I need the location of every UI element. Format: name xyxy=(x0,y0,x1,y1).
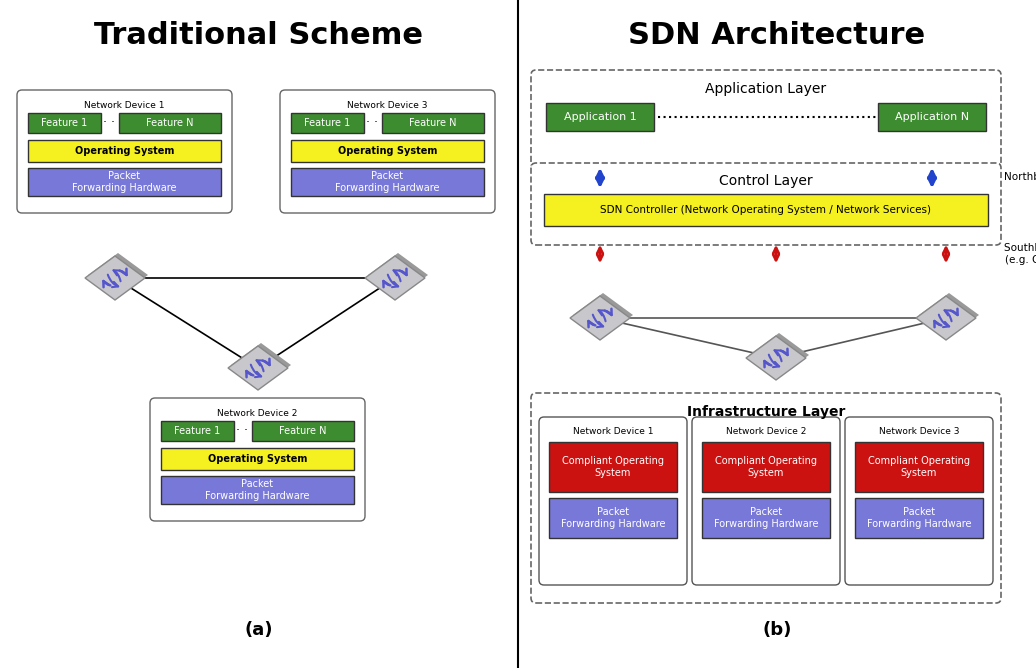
Bar xyxy=(702,498,830,538)
Text: Operating System: Operating System xyxy=(208,454,308,464)
Text: Operating System: Operating System xyxy=(338,146,437,156)
Polygon shape xyxy=(228,346,288,390)
Text: Packet
Forwarding Hardware: Packet Forwarding Hardware xyxy=(336,171,439,193)
Bar xyxy=(549,442,677,492)
Text: Compliant Operating
System: Compliant Operating System xyxy=(562,456,664,478)
Text: Application N: Application N xyxy=(895,112,969,122)
FancyBboxPatch shape xyxy=(845,417,992,585)
Text: Compliant Operating
System: Compliant Operating System xyxy=(715,456,817,478)
Bar xyxy=(28,140,221,162)
Text: Feature 1: Feature 1 xyxy=(305,118,350,128)
Text: Northbound API: Northbound API xyxy=(1004,172,1036,182)
Text: Network Device 1: Network Device 1 xyxy=(573,428,654,436)
Bar xyxy=(702,442,830,492)
FancyBboxPatch shape xyxy=(531,70,1001,168)
Text: Network Device 2: Network Device 2 xyxy=(218,409,297,418)
Text: · ·: · · xyxy=(103,116,115,130)
FancyBboxPatch shape xyxy=(692,417,840,585)
Text: Feature 1: Feature 1 xyxy=(174,426,221,436)
Text: SDN Architecture: SDN Architecture xyxy=(629,21,925,49)
Bar xyxy=(161,421,234,441)
Bar xyxy=(546,103,654,131)
Text: Packet
Forwarding Hardware: Packet Forwarding Hardware xyxy=(205,479,310,501)
Text: Infrastructure Layer: Infrastructure Layer xyxy=(687,405,845,419)
Text: Feature N: Feature N xyxy=(409,118,457,128)
Text: Control Layer: Control Layer xyxy=(719,174,813,188)
Text: Traditional Scheme: Traditional Scheme xyxy=(94,21,424,49)
Bar xyxy=(119,113,221,133)
Bar xyxy=(161,476,354,504)
Polygon shape xyxy=(919,293,979,337)
Polygon shape xyxy=(85,256,145,300)
FancyBboxPatch shape xyxy=(539,417,687,585)
Bar xyxy=(549,498,677,538)
Text: Feature N: Feature N xyxy=(280,426,326,436)
Bar xyxy=(161,448,354,470)
Polygon shape xyxy=(916,296,976,340)
Bar xyxy=(291,140,484,162)
Bar xyxy=(855,442,983,492)
Text: · ·: · · xyxy=(366,116,378,130)
Text: (b): (b) xyxy=(762,621,792,639)
Text: Packet
Forwarding Hardware: Packet Forwarding Hardware xyxy=(867,507,972,529)
Bar xyxy=(382,113,484,133)
FancyBboxPatch shape xyxy=(280,90,495,213)
Bar xyxy=(291,113,364,133)
Bar xyxy=(544,194,988,226)
Text: Network Device 2: Network Device 2 xyxy=(726,428,806,436)
Polygon shape xyxy=(749,333,809,377)
FancyBboxPatch shape xyxy=(150,398,365,521)
FancyBboxPatch shape xyxy=(17,90,232,213)
Bar xyxy=(855,498,983,538)
Text: Packet
Forwarding Hardware: Packet Forwarding Hardware xyxy=(73,171,177,193)
Text: Application 1: Application 1 xyxy=(564,112,636,122)
FancyBboxPatch shape xyxy=(531,163,1001,245)
Text: (a): (a) xyxy=(244,621,274,639)
Polygon shape xyxy=(570,296,630,340)
Bar xyxy=(291,168,484,196)
Text: Network Device 3: Network Device 3 xyxy=(347,100,428,110)
Polygon shape xyxy=(231,343,291,387)
Bar xyxy=(28,168,221,196)
Polygon shape xyxy=(365,256,425,300)
Text: SDN Controller (Network Operating System / Network Services): SDN Controller (Network Operating System… xyxy=(601,205,931,215)
Bar xyxy=(28,113,100,133)
Text: Compliant Operating
System: Compliant Operating System xyxy=(868,456,970,478)
Text: · ·: · · xyxy=(236,424,248,438)
Text: Network Device 1: Network Device 1 xyxy=(84,100,165,110)
Text: Packet
Forwarding Hardware: Packet Forwarding Hardware xyxy=(560,507,665,529)
Polygon shape xyxy=(573,293,633,337)
Polygon shape xyxy=(746,336,806,380)
FancyBboxPatch shape xyxy=(531,393,1001,603)
Text: Southbound API
(e.g. Openflow): Southbound API (e.g. Openflow) xyxy=(1004,243,1036,265)
Polygon shape xyxy=(368,253,428,297)
Text: Feature N: Feature N xyxy=(146,118,194,128)
Text: Feature 1: Feature 1 xyxy=(41,118,88,128)
Text: Application Layer: Application Layer xyxy=(706,82,827,96)
Text: Packet
Forwarding Hardware: Packet Forwarding Hardware xyxy=(714,507,818,529)
Polygon shape xyxy=(88,253,148,297)
Text: Network Device 3: Network Device 3 xyxy=(879,428,959,436)
Bar xyxy=(252,421,354,441)
Text: Operating System: Operating System xyxy=(75,146,174,156)
Bar xyxy=(877,103,986,131)
